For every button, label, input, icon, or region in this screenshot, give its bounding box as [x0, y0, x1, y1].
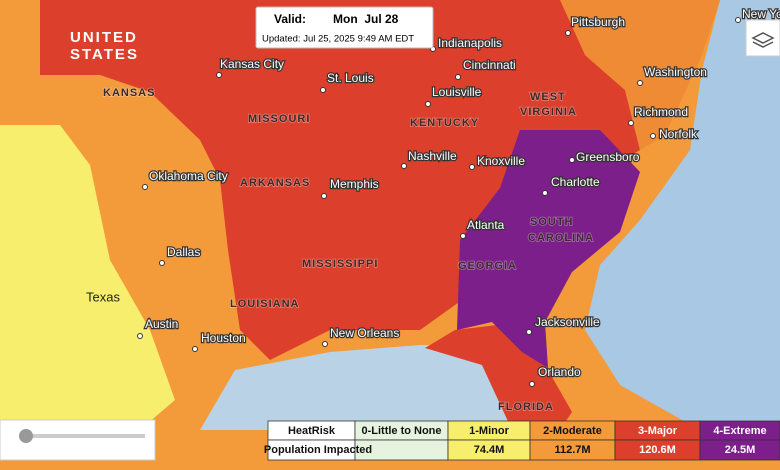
city-dot [735, 17, 741, 23]
city-label: Austin [145, 317, 178, 331]
city-label: Nashville [408, 149, 457, 163]
city-dot [425, 101, 431, 107]
gulf [200, 345, 520, 430]
legend-header: 3-Major [638, 425, 678, 437]
zone-moderate-ne [560, 0, 720, 150]
state-label: CAROLINA [528, 232, 594, 244]
city-label: New York [742, 7, 780, 21]
state-label: VIRGINIA [520, 106, 577, 118]
valid-box [255, 6, 434, 49]
legend: HeatRisk 0-Little to None 1-Minor 2-Moderat… [264, 420, 780, 461]
state-label: MISSISSIPPI [302, 258, 378, 270]
state-label: WEST [530, 91, 566, 103]
city-dot [650, 133, 656, 139]
city-label: St. Louis [327, 71, 374, 85]
city-label: Louisville [432, 85, 482, 99]
city-label: Knoxville [477, 154, 525, 168]
state-label: GEORGIA [458, 260, 517, 272]
city-dot [142, 184, 148, 190]
city-dot [322, 341, 328, 347]
population-value: 120.6M [639, 444, 676, 456]
city-dot [526, 329, 532, 335]
valid-label: Valid: [274, 12, 306, 26]
legend-header: HeatRisk [288, 425, 336, 437]
city-dot [159, 260, 165, 266]
layers-button[interactable] [745, 19, 780, 57]
population-value: 24.5M [725, 444, 756, 456]
city-label: Charlotte [551, 175, 600, 189]
city-dot [469, 164, 475, 170]
layers-icon [751, 32, 775, 48]
city-dot [321, 193, 327, 199]
city-dot [320, 87, 326, 93]
city-label: Dallas [167, 245, 200, 259]
state-label: FLORIDA [498, 401, 554, 413]
city-dot [569, 157, 575, 163]
state-label: Texas [86, 289, 120, 304]
legend-header: 1-Minor [469, 425, 509, 437]
city-dot [455, 74, 461, 80]
city-label: Indianapolis [438, 36, 502, 50]
population-value: 112.7M [554, 444, 590, 456]
city-label: Greensboro [576, 150, 640, 164]
state-label: ARKANSAS [240, 177, 310, 189]
city-label: Jacksonville [535, 315, 600, 329]
city-label: Kansas City [220, 57, 284, 71]
zone-major [40, 0, 640, 360]
city-label: Memphis [330, 177, 379, 191]
updated: Updated: Jul 25, 2025 9:49 AM EDT [262, 34, 414, 45]
city-label: Norfolk [659, 127, 698, 141]
city-label: New Orleans [330, 326, 399, 340]
city-dot [460, 233, 466, 239]
state-label: KENTUCKY [410, 117, 479, 129]
state-label: SOUTH [530, 216, 574, 228]
country-label: STATES [70, 46, 139, 63]
state-label: KANSAS [103, 87, 155, 99]
city-label: Washington [644, 65, 707, 79]
city-dot [628, 120, 634, 126]
city-label: Oklahoma City [149, 169, 228, 183]
city-label: Atlanta [467, 218, 505, 232]
city-dot [216, 72, 222, 78]
city-label: Pittsburgh [571, 15, 625, 29]
legend-row-cell [699, 439, 780, 461]
city-dot [137, 333, 143, 339]
city-label: Richmond [634, 105, 688, 119]
city-label: Orlando [538, 365, 581, 379]
state-label: MISSOURI [248, 113, 310, 125]
valid-date: Mon Jul 28 [333, 12, 399, 26]
legend-header: 2-Moderate [543, 425, 602, 437]
zone-extreme [457, 130, 640, 368]
city-dot [637, 80, 643, 86]
city-label: Houston [201, 331, 246, 345]
city-dot [529, 381, 535, 387]
city-label: Cincinnati [463, 58, 516, 72]
slider-handle[interactable] [19, 429, 33, 443]
legend-row-label: Population Impacted [264, 444, 372, 456]
ocean [585, 0, 780, 430]
population-value: 74.4M [474, 444, 505, 456]
city-dot [192, 346, 198, 352]
city-dot [542, 190, 548, 196]
city-dot [401, 163, 407, 169]
zone-minor [0, 125, 175, 430]
country-label: UNITED [70, 29, 138, 46]
state-label: LOUISIANA [230, 298, 300, 310]
legend-header: 4-Extreme [713, 425, 766, 437]
city-dot [565, 30, 571, 36]
legend-header: 0-Little to None [361, 425, 441, 437]
